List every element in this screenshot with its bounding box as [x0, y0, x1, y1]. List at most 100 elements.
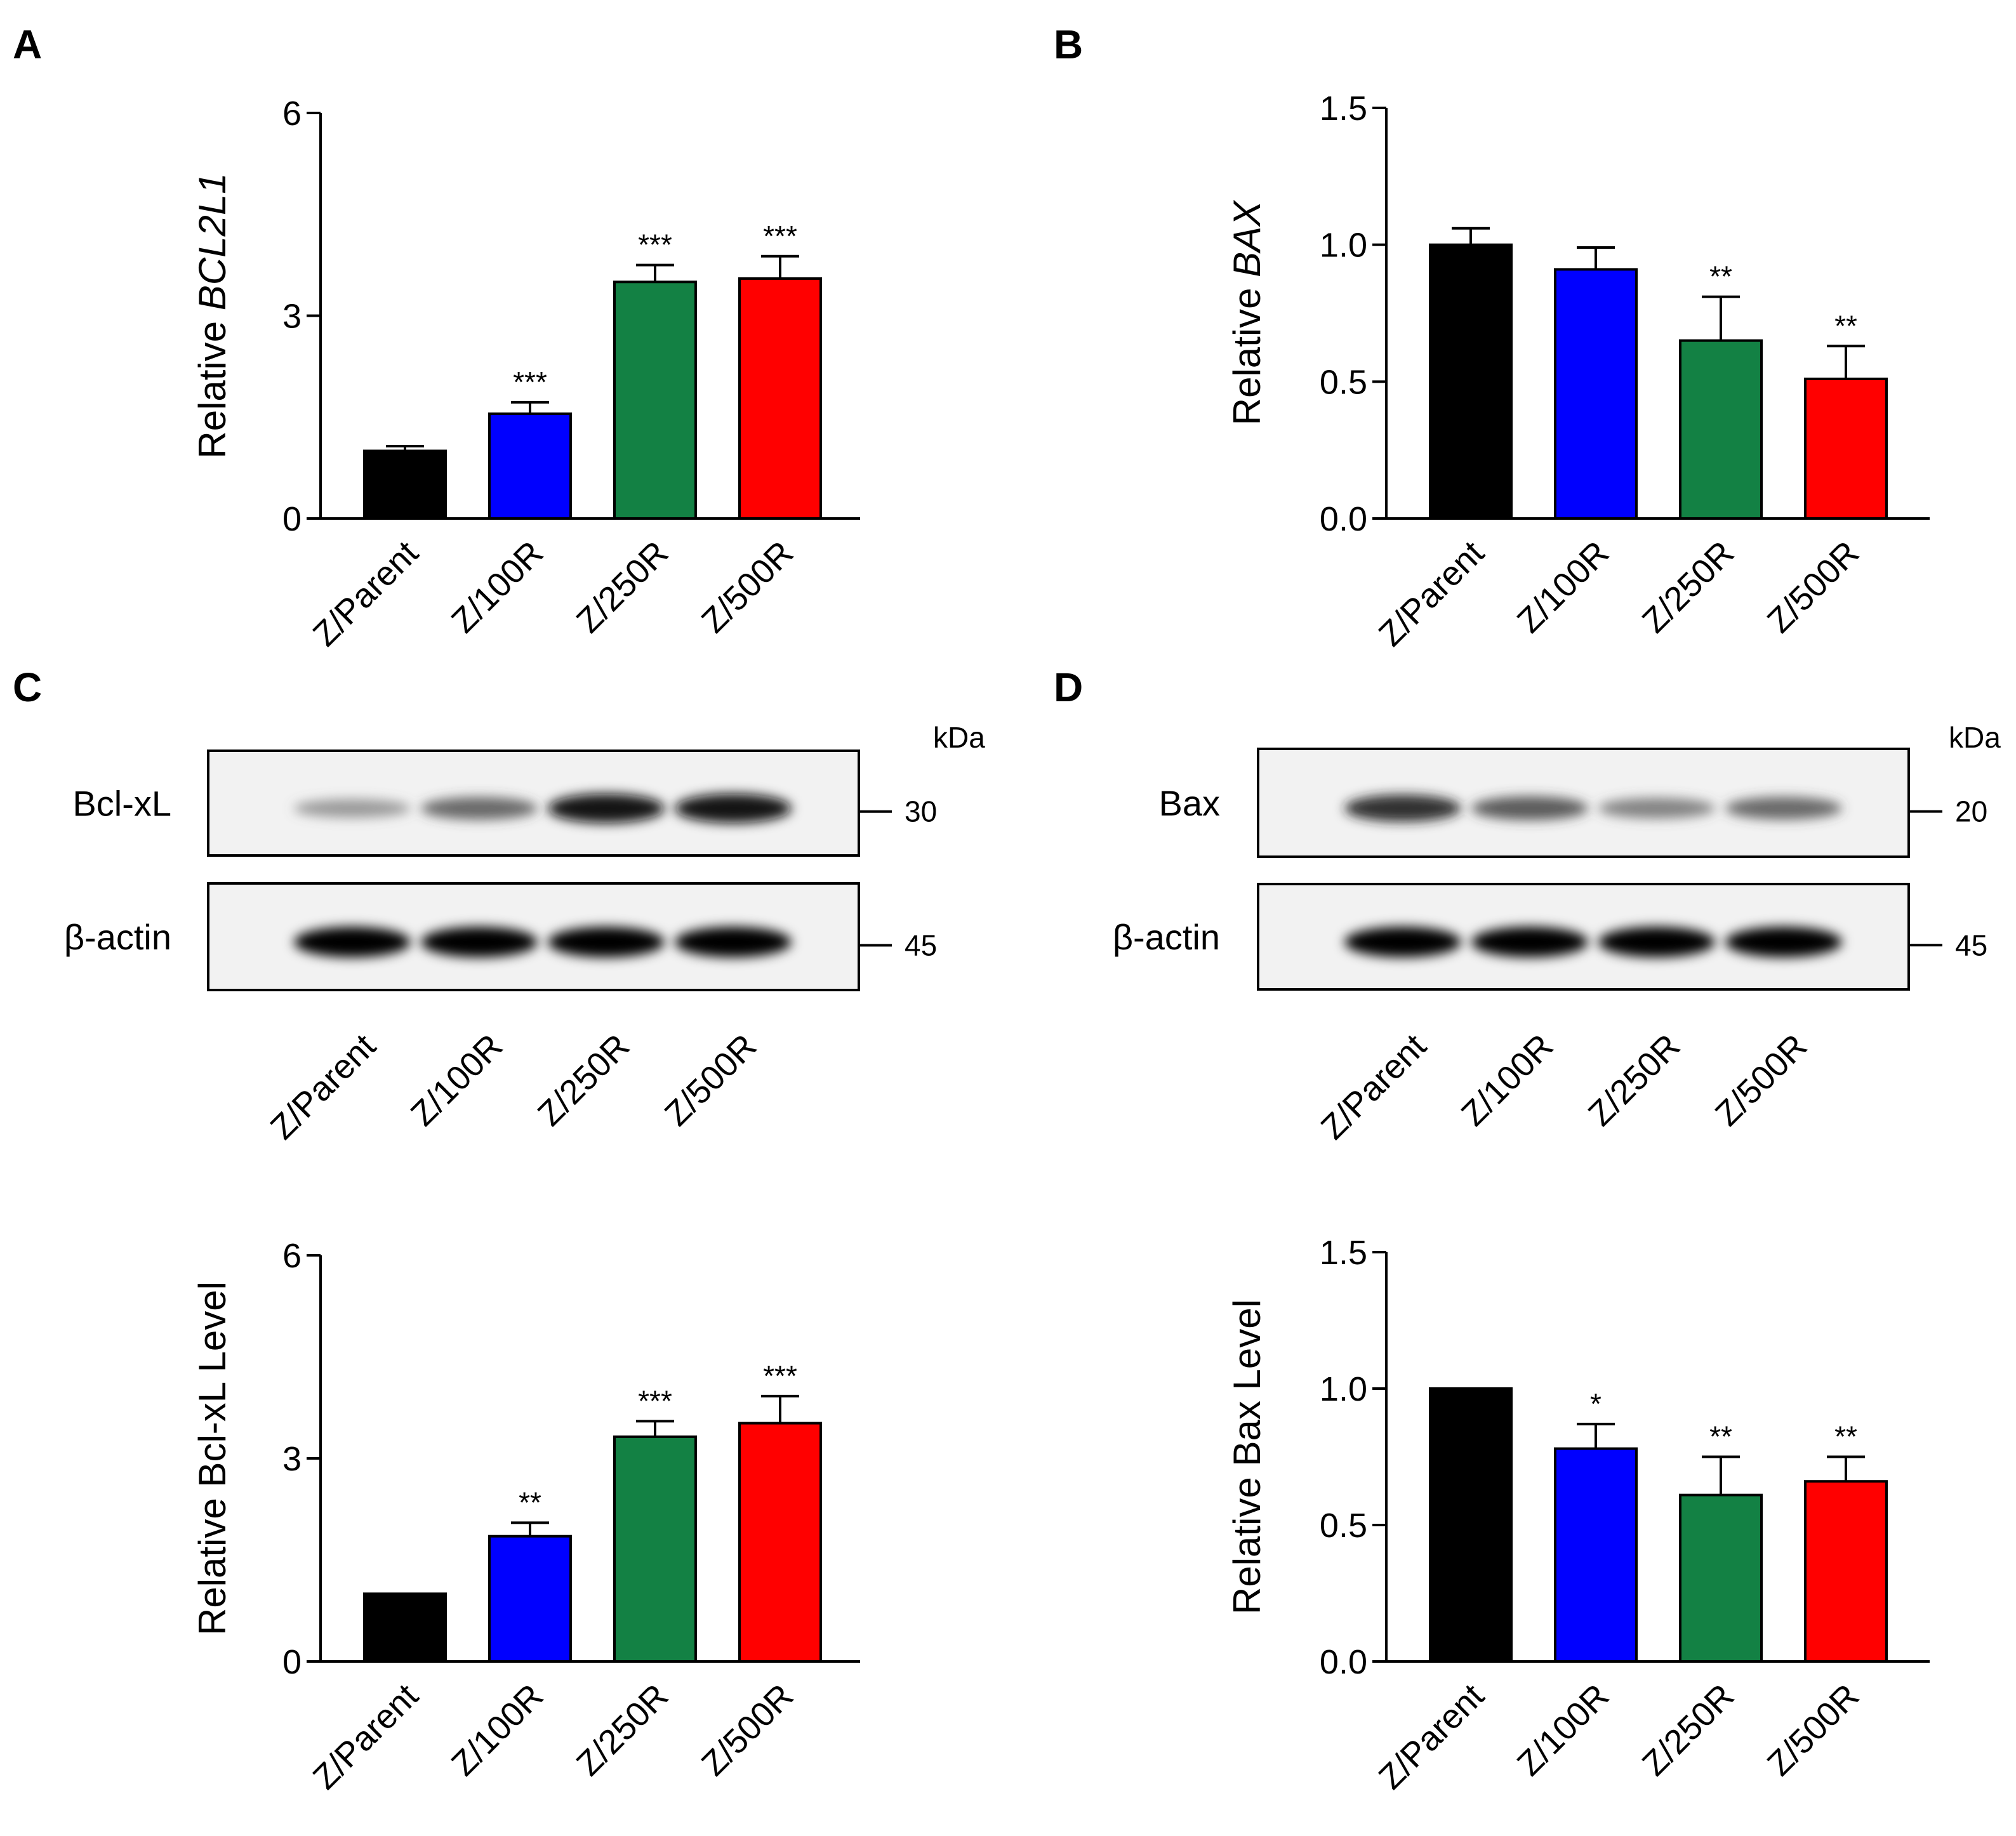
x-tick-label: Z/250R — [569, 534, 676, 640]
blot-band — [548, 927, 665, 958]
y-tick-label: 1.5 — [1320, 1234, 1367, 1272]
kda-unit-label: kDa — [933, 721, 985, 754]
blot-d: kDa Bax 20 β-actin 45 Z/Parent Z/100R Z/250R Z/5… — [1113, 721, 2001, 1147]
bar — [488, 1535, 572, 1663]
x-tick-label: Z/Parent — [306, 1677, 426, 1797]
significance-marker: ** — [1834, 1420, 1857, 1453]
lane-label: Z/250R — [531, 1027, 637, 1133]
y-axis-title-gene: BCL2L1 — [191, 173, 234, 310]
y-tick-label: 0 — [282, 1643, 302, 1681]
bar — [1804, 1480, 1888, 1663]
y-axis-title: Relative Bax Level — [1226, 1299, 1268, 1615]
significance-marker: * — [1590, 1387, 1602, 1420]
y-tick-label: 1.0 — [1320, 1370, 1367, 1408]
x-tick-label: Z/500R — [694, 534, 801, 640]
blot-band — [1471, 796, 1588, 821]
y-axis-title-text: Relative — [191, 310, 234, 458]
x-tick-label: Z/500R — [1760, 534, 1867, 640]
blot-protein-label: β-actin — [1113, 917, 1220, 957]
blot-row: β-actin 45 — [1113, 883, 1987, 991]
chart-b: 0.0 0.5 1.0 1.5 Relative BAX Z/Parent Z/100R **… — [1226, 89, 1930, 654]
blot-band — [294, 927, 411, 958]
significance-marker: *** — [763, 1359, 797, 1392]
blot-band — [1471, 927, 1588, 958]
blot-band — [1598, 927, 1715, 958]
kda-marker-label: 20 — [1955, 795, 1987, 828]
blot-bands — [294, 793, 792, 823]
significance-marker: *** — [638, 228, 672, 261]
significance-marker: ** — [1709, 260, 1732, 293]
chart-d: 0.0 0.5 1.0 1.5 Relative Bax Level Z/Parent * Z… — [1226, 1234, 1930, 1797]
kda-marker-label: 45 — [905, 928, 937, 961]
panel-letter-d: D — [1054, 664, 1083, 710]
blot-bands — [294, 927, 792, 958]
bar — [613, 1435, 697, 1663]
lane-label: Z/500R — [658, 1027, 764, 1133]
y-tick-label: 0.0 — [1320, 1643, 1367, 1681]
blot-band — [421, 927, 538, 958]
blot-band — [1344, 795, 1461, 822]
blot-row: β-actin 45 — [64, 882, 937, 991]
x-tick-label: Z/250R — [1635, 534, 1742, 640]
bar — [1429, 1387, 1513, 1663]
blot-row: Bax 20 — [1159, 748, 1987, 858]
x-tick-label: Z/100R — [444, 1677, 551, 1783]
blot-band — [1725, 927, 1842, 958]
lane-label: Z/500R — [1708, 1027, 1815, 1133]
y-tick-label: 1.5 — [1320, 89, 1367, 128]
y-tick-label: 6 — [282, 95, 302, 133]
bar — [363, 1592, 447, 1663]
bar — [1804, 378, 1888, 520]
blot-protein-label: Bax — [1159, 783, 1221, 823]
blot-band — [1344, 927, 1461, 958]
panel-letter-c: C — [13, 664, 42, 710]
blot-band — [675, 793, 792, 823]
x-tick-label: Z/100R — [1510, 1677, 1617, 1783]
bar — [1679, 1493, 1763, 1663]
significance-marker: ** — [1709, 1420, 1732, 1453]
blot-band — [1598, 798, 1715, 819]
blot-bands — [1344, 795, 1842, 822]
x-tick-label: Z/100R — [444, 534, 551, 640]
panel-letter-a: A — [13, 22, 42, 67]
blot-protein-label: Bcl-xL — [72, 784, 171, 824]
x-tick-label: Z/Parent — [1372, 1677, 1492, 1797]
x-tick-label: Z/500R — [1760, 1677, 1867, 1783]
bar — [488, 412, 572, 520]
y-tick-label: 0.0 — [1320, 500, 1367, 538]
y-tick-label: 0 — [282, 500, 302, 538]
lane-label: Z/Parent — [263, 1027, 383, 1147]
bar — [1679, 339, 1763, 520]
blot-protein-label: β-actin — [64, 917, 171, 957]
x-tick-label: Z/500R — [694, 1677, 801, 1783]
y-tick-label: 0.5 — [1320, 1507, 1367, 1545]
y-axis-title-gene: BAX — [1226, 200, 1268, 277]
bar — [738, 1422, 822, 1663]
bar — [738, 277, 822, 520]
significance-marker: *** — [513, 366, 547, 399]
y-axis-title: Relative BAX — [1226, 200, 1268, 425]
significance-marker: *** — [638, 1384, 672, 1417]
lane-label: Z/100R — [1454, 1027, 1561, 1133]
blot-bands — [1344, 927, 1842, 958]
blot-band — [421, 796, 538, 820]
significance-marker: ** — [519, 1486, 541, 1519]
y-axis-title: Relative Bcl-xL Level — [191, 1281, 234, 1635]
x-tick-label: Z/250R — [1635, 1677, 1742, 1783]
blot-band — [548, 793, 665, 823]
lane-label: Z/100R — [404, 1027, 510, 1133]
x-tick-label: Z/100R — [1510, 534, 1617, 640]
bar — [1554, 1447, 1638, 1663]
kda-marker-label: 30 — [905, 795, 937, 828]
x-tick-label: Z/250R — [569, 1677, 676, 1783]
y-tick-label: 6 — [282, 1237, 302, 1275]
bar — [363, 449, 447, 520]
y-tick-label: 1.0 — [1320, 227, 1367, 265]
lane-label: Z/250R — [1581, 1027, 1688, 1133]
blot-band — [675, 927, 792, 958]
significance-marker: ** — [1834, 309, 1857, 342]
bar — [1554, 268, 1638, 520]
blot-band — [1725, 796, 1842, 820]
panel-letter-b: B — [1054, 22, 1083, 67]
